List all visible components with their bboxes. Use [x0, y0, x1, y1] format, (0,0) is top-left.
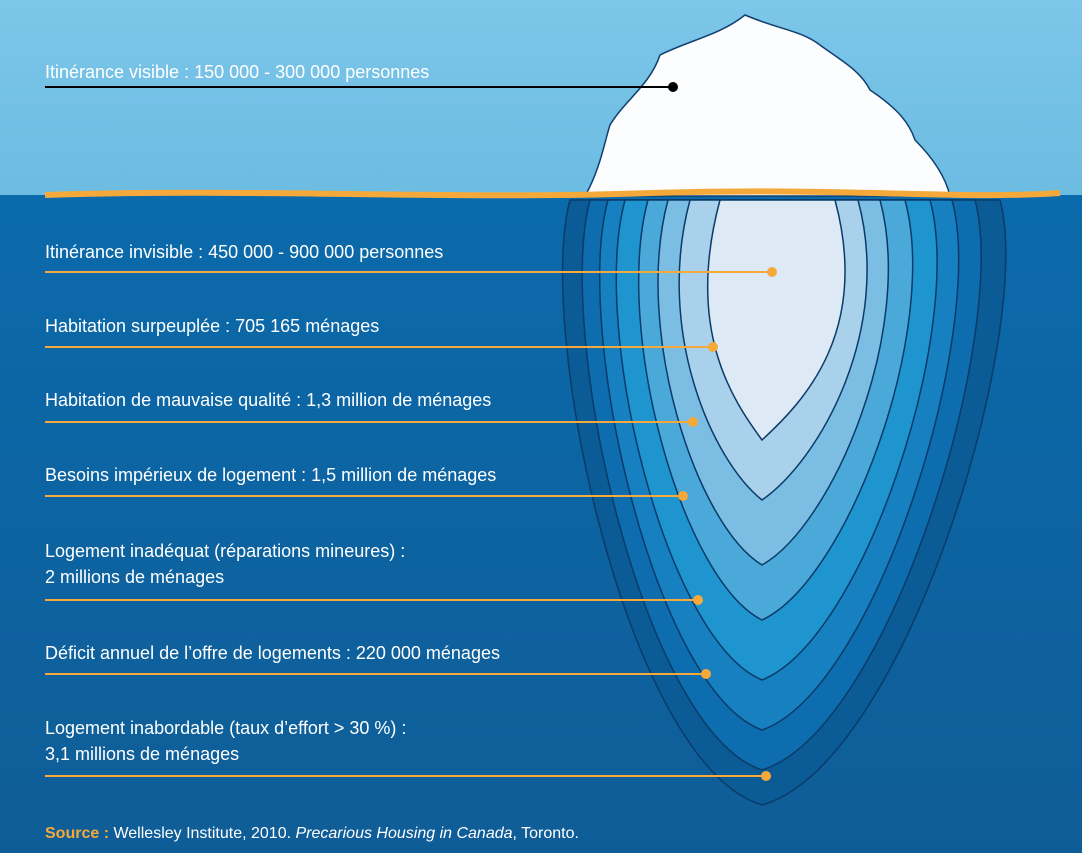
source-text: Wellesley Institute, 2010. — [113, 825, 291, 842]
leader-dot — [678, 491, 688, 501]
label-text: Logement inabordable (taux d’effort > 30… — [45, 718, 406, 738]
label-text: Logement inadéquat (réparations mineures… — [45, 541, 405, 561]
label-text: Habitation de mauvaise qualité : 1,3 mil… — [45, 390, 491, 410]
label-text: Itinérance visible : 150 000 - 300 000 p… — [45, 62, 429, 82]
source-end: , Toronto. — [513, 825, 579, 842]
leader-dot — [668, 82, 678, 92]
leader-dot — [688, 417, 698, 427]
leader-dot — [693, 595, 703, 605]
leader-dot — [708, 342, 718, 352]
label-text: 2 millions de ménages — [45, 567, 224, 587]
leader-dot — [761, 771, 771, 781]
label-text: Habitation surpeuplée : 705 165 ménages — [45, 316, 379, 336]
label-text: Itinérance invisible : 450 000 - 900 000… — [45, 242, 443, 262]
label-text: 3,1 millions de ménages — [45, 744, 239, 764]
label-text: Déficit annuel de l’offre de logements :… — [45, 643, 500, 663]
source-label: Source : — [45, 825, 109, 842]
leader-dot — [767, 267, 777, 277]
iceberg-infographic: Itinérance visible : 150 000 - 300 000 p… — [0, 0, 1082, 853]
source: Source : Wellesley Institute, 2010. Prec… — [45, 825, 579, 842]
leader-dot — [701, 669, 711, 679]
label-text: Besoins impérieux de logement : 1,5 mill… — [45, 465, 496, 485]
source-title: Precarious Housing in Canada — [296, 825, 513, 842]
